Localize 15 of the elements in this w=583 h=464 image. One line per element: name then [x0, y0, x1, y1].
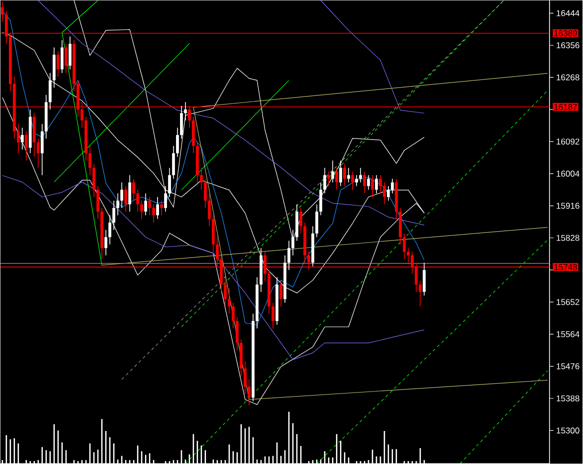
- ref-line-label: 16187: [554, 104, 577, 110]
- y-tick-label: 15652: [556, 299, 580, 306]
- y-tick-label: 15564: [556, 331, 580, 338]
- y-tick-label: 16268: [556, 74, 580, 80]
- y-tick-label: 16444: [556, 10, 580, 16]
- y-tick-label: 15300: [556, 427, 580, 434]
- y-tick-label: 16356: [556, 42, 580, 48]
- y-tick-label: 16092: [556, 138, 580, 145]
- y-tick-label: 15476: [556, 363, 580, 370]
- ref-line-label: 15748: [554, 264, 577, 270]
- y-tick-label: 15388: [556, 395, 580, 402]
- y-tick-label: 15828: [556, 234, 580, 241]
- y-tick-label: 16004: [556, 170, 580, 177]
- ref-line-label: 16389: [554, 30, 577, 36]
- y-tick-label: 15916: [556, 202, 580, 209]
